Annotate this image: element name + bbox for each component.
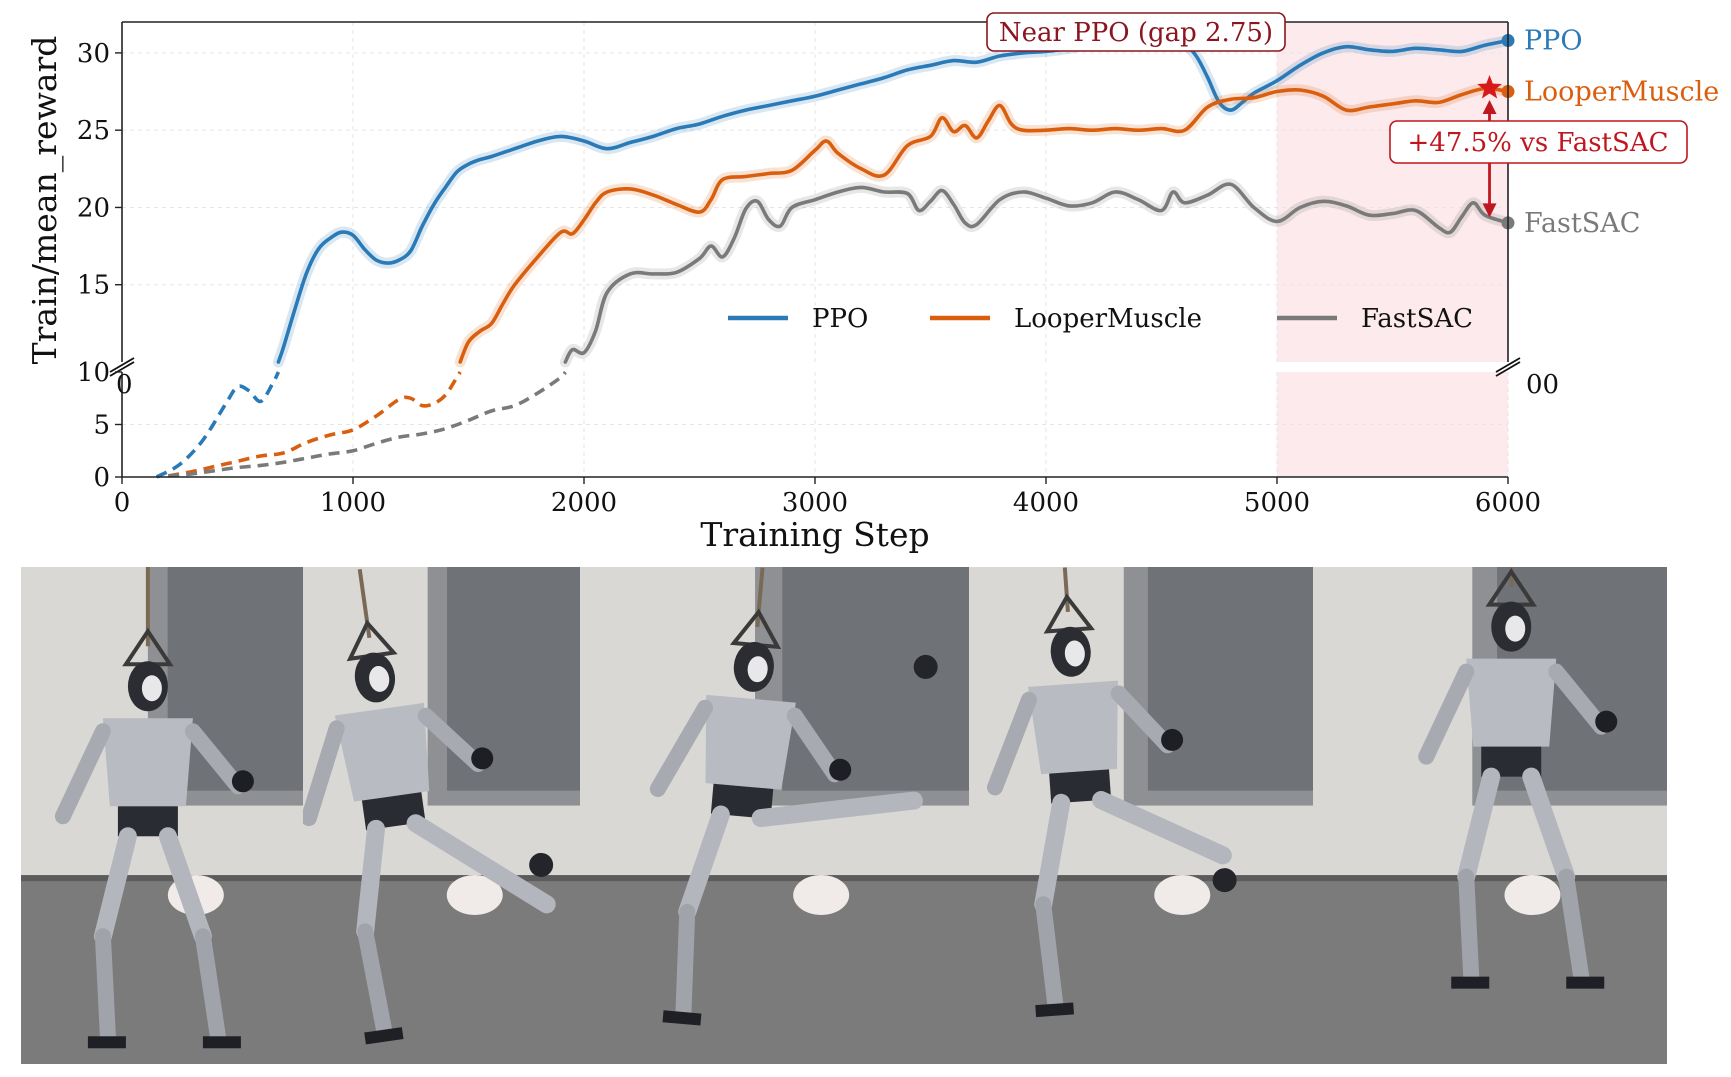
robot-photo-frame — [21, 567, 303, 1064]
x-axis-label: Training Step — [700, 515, 929, 554]
y-tick-label-upper: 20 — [77, 193, 110, 223]
highlight-region-lower — [1277, 372, 1508, 477]
highlight-region-upper — [1277, 22, 1508, 362]
axis-break-mark — [1495, 357, 1521, 373]
robot-photo-frame — [1313, 567, 1667, 1064]
gap-arrow-head-bottom — [1482, 203, 1497, 218]
robot-photo — [580, 567, 969, 1064]
y-tick-label-lower: 5 — [93, 411, 110, 441]
legend-label-fastsac: FastSAC — [1361, 304, 1473, 334]
robot-photo-frame — [303, 567, 580, 1064]
series-end-label-ppo: PPO — [1524, 26, 1582, 57]
annotation-near-ppo: Near PPO (gap 2.75) — [999, 18, 1273, 48]
series-line-ppo — [276, 35, 1510, 364]
break-tick-fragment-right: 00 — [1526, 370, 1559, 400]
y-tick-label-upper: 15 — [77, 271, 110, 301]
axis-break-mark — [109, 361, 135, 377]
robot-photo — [969, 567, 1313, 1064]
annotation-box-near-ppo — [986, 12, 1286, 52]
y-tick-label-lower: 10 — [77, 358, 110, 388]
x-tick-label: 4000 — [1013, 488, 1079, 518]
robot-photo — [21, 567, 303, 1064]
gap-arrow-head-top — [1482, 100, 1497, 114]
x-tick-label: 0 — [114, 488, 131, 518]
axis-break-mark — [1495, 361, 1521, 377]
series-dashed-ppo — [155, 371, 281, 479]
robot-photo-strip — [21, 567, 1667, 1064]
break-tick-fragment-left: 0 — [116, 370, 133, 400]
y-tick-label-upper: 25 — [77, 116, 110, 146]
series-end-label-loopermuscle: LooperMuscle — [1524, 77, 1719, 108]
axis-break-mark — [109, 357, 135, 373]
legend-label-loopermuscle: LooperMuscle — [1014, 304, 1202, 334]
x-tick-label: 1000 — [320, 488, 386, 518]
x-tick-label: 3000 — [782, 488, 848, 518]
y-tick-label-upper: 30 — [77, 39, 110, 69]
y-axis-label: Train/mean_reward — [25, 36, 65, 365]
series-line-loopermuscle — [458, 86, 1510, 364]
series-end-label-fastsac: FastSAC — [1524, 208, 1640, 239]
y-tick-label-lower: 0 — [93, 463, 110, 493]
robot-photo-frame — [969, 567, 1313, 1064]
series-line-fastsac — [563, 182, 1510, 364]
series-dashed-loopermuscle — [167, 371, 462, 478]
star-icon — [1477, 75, 1502, 99]
x-tick-label: 5000 — [1244, 488, 1310, 518]
legend-label-ppo: PPO — [812, 304, 868, 334]
robot-photo-frame — [580, 567, 969, 1064]
x-tick-label: 2000 — [551, 488, 617, 518]
x-tick-label: 6000 — [1475, 488, 1541, 518]
reward-chart: 0 1000 2000 3000 4000 5000 6000 15 20 25 30 0 5 10 0 00… — [25, 12, 1719, 554]
annotation-box-gap — [1389, 120, 1688, 164]
annotation-gap-fastsac: +47.5% vs FastSAC — [1408, 128, 1669, 158]
robot-photo — [1313, 567, 1667, 1064]
robot-photo — [303, 567, 580, 1064]
